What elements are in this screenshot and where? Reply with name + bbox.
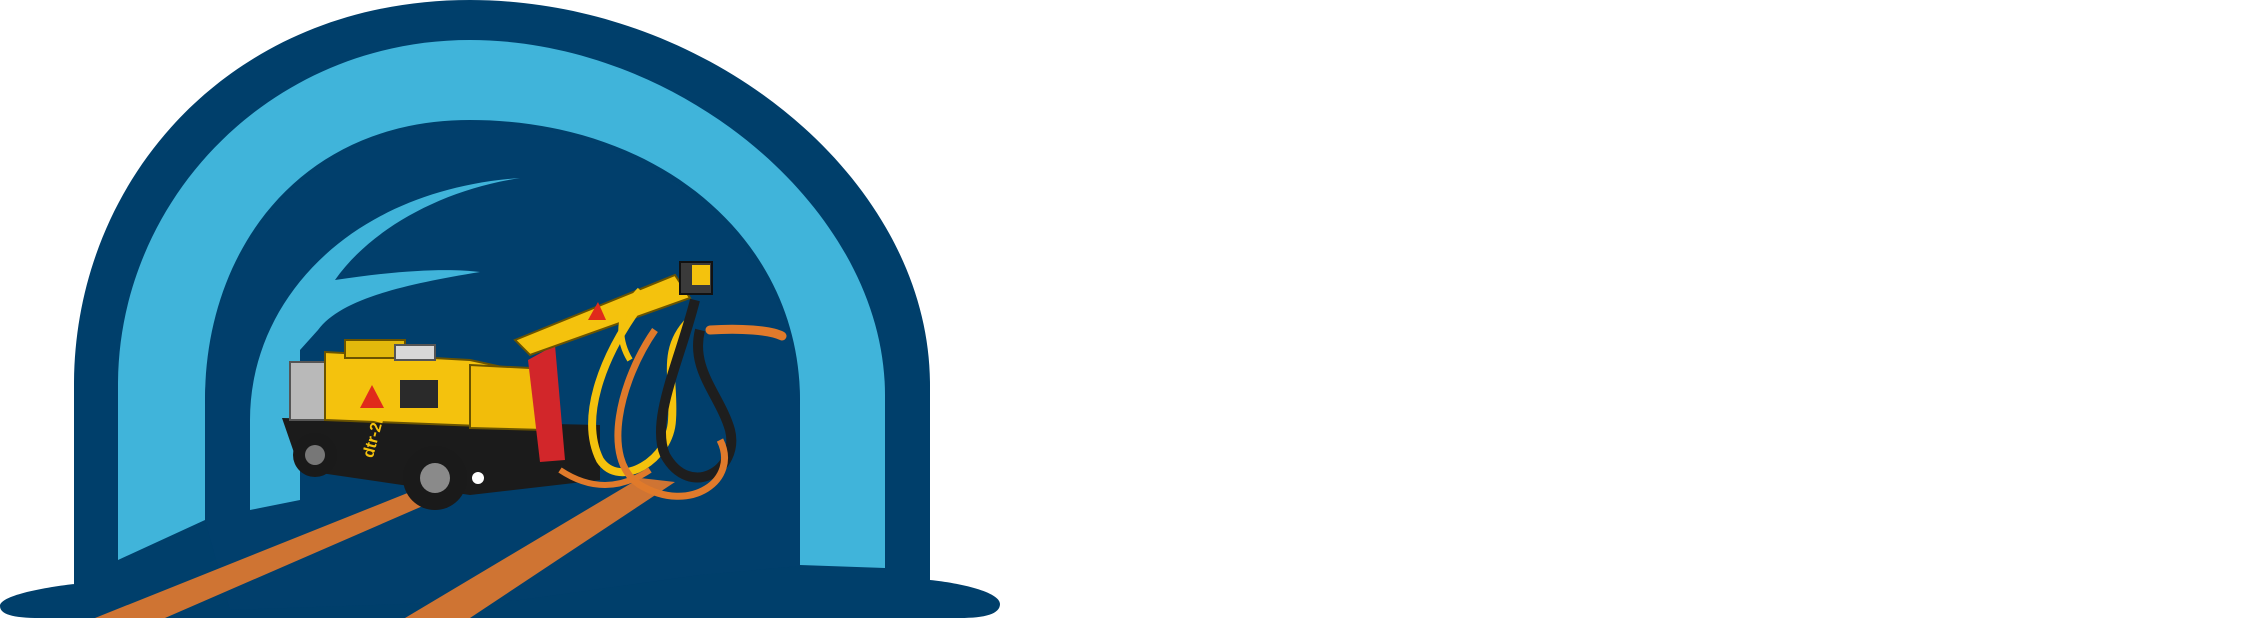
rail-left xyxy=(95,488,455,618)
machine-headlight xyxy=(472,472,484,484)
hose-lower-orange xyxy=(558,467,652,488)
inner-swoosh xyxy=(250,178,520,510)
machine-side-panel xyxy=(400,380,438,408)
hose-orange xyxy=(614,327,728,500)
rail-right xyxy=(405,478,675,618)
boom-head-block xyxy=(692,265,710,285)
shotcrete-machine: dtr-2II xyxy=(282,261,787,510)
machine-top-tank xyxy=(394,344,436,361)
machine-engine-block xyxy=(289,361,331,421)
boom-warning-triangle xyxy=(588,302,606,320)
hose-black xyxy=(656,298,737,483)
wheel-rear xyxy=(293,433,337,477)
arch-light-band xyxy=(118,40,885,568)
wheel-front xyxy=(403,446,467,510)
nozzle xyxy=(705,324,787,341)
boom-base-red xyxy=(528,345,565,462)
warning-triangle xyxy=(360,385,384,408)
hose-yellow-loop xyxy=(618,287,643,362)
